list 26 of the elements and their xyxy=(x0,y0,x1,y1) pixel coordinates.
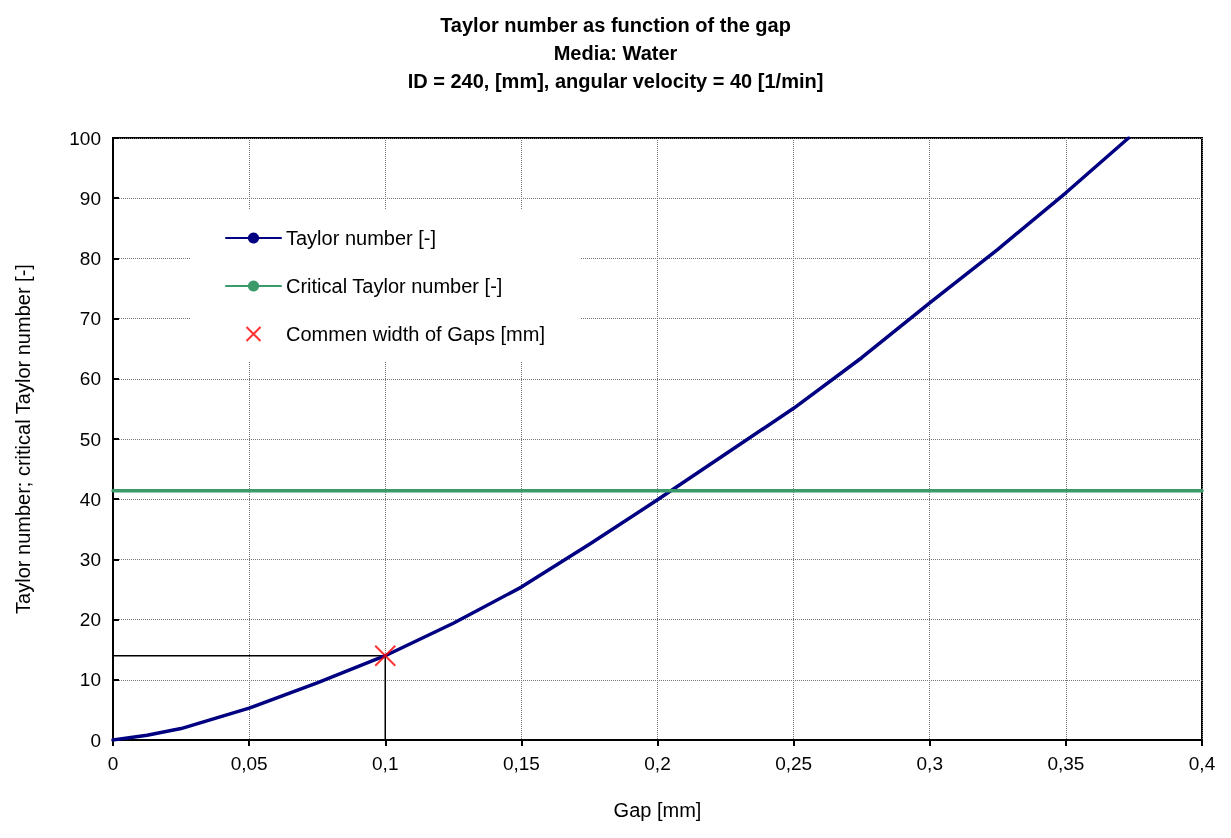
y-tick-label: 70 xyxy=(79,308,101,330)
y-tick-label: 100 xyxy=(69,127,101,149)
x-tick-label: 0,05 xyxy=(230,753,268,774)
y-tick-label: 50 xyxy=(79,428,101,450)
y-axis-title: Taylor number; critical Taylor number [-] xyxy=(12,264,34,614)
y-tick-label: 30 xyxy=(79,548,101,570)
legend-label: Critical Taylor number [-] xyxy=(286,275,503,297)
legend-label: Taylor number [-] xyxy=(286,227,437,249)
x-axis-title: Gap [mm] xyxy=(613,799,702,821)
x-tick-label: 0,1 xyxy=(372,753,399,774)
y-tick-label: 40 xyxy=(79,488,101,510)
x-tick-label: 0 xyxy=(107,753,119,774)
y-tick-label: 90 xyxy=(79,187,101,209)
y-tick-label: 0 xyxy=(90,729,101,751)
y-tick-label: 20 xyxy=(79,609,101,631)
x-tick-label: 0,35 xyxy=(1047,753,1085,774)
y-tick-label: 80 xyxy=(79,247,101,269)
y-tick-label: 60 xyxy=(79,368,101,390)
legend-label: Commen width of Gaps [mm] xyxy=(286,323,545,345)
x-tick-label: 0,2 xyxy=(644,753,671,774)
x-tick-label: 0,15 xyxy=(502,753,540,774)
y-tick-label: 10 xyxy=(79,669,101,691)
x-tick-label: 0,4 xyxy=(1188,753,1216,774)
chart-title: Taylor number as function of the gap Media: Water ID = 240, [mm], angular velocity = 40 [1/min] xyxy=(407,14,824,92)
x-tick-label: 0,3 xyxy=(916,753,943,774)
x-tick-label: 0,25 xyxy=(775,753,813,774)
